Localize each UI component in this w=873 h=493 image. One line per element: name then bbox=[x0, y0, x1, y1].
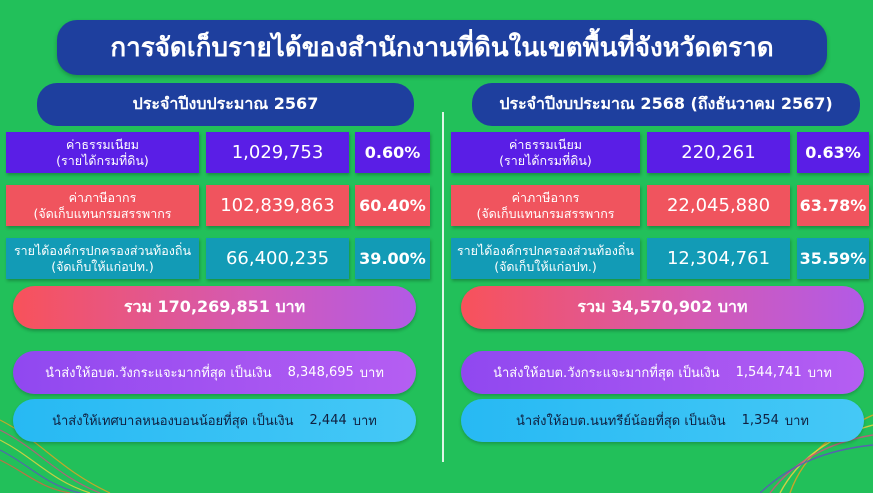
left-tax-label-line1: ค่าภาษีอากร bbox=[68, 189, 137, 205]
left-note-lowest: นำส่งให้เทศบาลหนองบอนน้อยที่สุด เป็นเงิน… bbox=[13, 399, 416, 442]
right-tax-label: ค่าภาษีอากร (จัดเก็บแทนกรมสรรพากร bbox=[451, 185, 640, 226]
right-fee-label: ค่าธรรมเนียม (รายได้กรมที่ดิน) bbox=[451, 132, 640, 173]
right-fee-percent: 0.63% bbox=[797, 132, 869, 173]
left-local-percent: 39.00% bbox=[355, 238, 430, 279]
right-note-lowest-amount: 1,354 bbox=[741, 413, 779, 428]
left-total: รวม 170,269,851 บาท bbox=[13, 286, 416, 329]
left-note-highest-unit: บาท bbox=[359, 366, 384, 381]
right-note-lowest-unit: บาท bbox=[784, 414, 809, 429]
right-note-highest-unit: บาท bbox=[807, 366, 832, 381]
right-local-label-line2: (จัดเก็บให้แก่อปท.) bbox=[494, 258, 597, 274]
left-tax-percent: 60.40% bbox=[355, 185, 430, 226]
left-year-header: ประจำปีงบประมาณ 2567 bbox=[37, 83, 414, 126]
left-fee-label-line2: (รายได้กรมที่ดิน) bbox=[56, 152, 149, 168]
right-note-highest-amount: 1,544,741 bbox=[735, 365, 802, 380]
left-note-lowest-unit: บาท bbox=[352, 414, 377, 429]
right-tax-label-line2: (จัดเก็บแทนกรมสรรพากร bbox=[476, 205, 615, 221]
left-fee-value: 1,029,753 bbox=[206, 132, 349, 173]
page-title: การจัดเก็บรายได้ของสำนักงานที่ดินในเขตพื… bbox=[57, 20, 827, 75]
left-fee-label-line1: ค่าธรรมเนียม bbox=[65, 136, 140, 152]
right-year-header: ประจำปีงบประมาณ 2568 (ถึงธันวาคม 2567) bbox=[472, 83, 860, 126]
right-local-label-line1: รายได้องค์กรปกครองส่วนท้องถิ่น bbox=[456, 242, 635, 258]
column-divider bbox=[442, 112, 444, 462]
left-tax-label-line2: (จัดเก็บแทนกรมสรรพากร bbox=[33, 205, 172, 221]
right-local-percent: 35.59% bbox=[797, 238, 869, 279]
left-fee-percent: 0.60% bbox=[355, 132, 430, 173]
left-note-highest-amount: 8,348,695 bbox=[287, 365, 354, 380]
right-total: รวม 34,570,902 บาท bbox=[461, 286, 864, 329]
right-fee-value: 220,261 bbox=[647, 132, 790, 173]
right-fee-label-line1: ค่าธรรมเนียม bbox=[508, 136, 583, 152]
right-note-highest: นำส่งให้อบต.วังกระแจะมากที่สุด เป็นเงิน … bbox=[461, 351, 864, 394]
left-local-label: รายได้องค์กรปกครองส่วนท้องถิ่น (จัดเก็บใ… bbox=[6, 238, 199, 279]
left-local-label-line1: รายได้องค์กรปกครองส่วนท้องถิ่น bbox=[13, 242, 192, 258]
right-note-highest-text: นำส่งให้อบต.วังกระแจะมากที่สุด เป็นเงิน bbox=[493, 366, 720, 381]
right-tax-label-line1: ค่าภาษีอากร bbox=[511, 189, 580, 205]
left-fee-label: ค่าธรรมเนียม (รายได้กรมที่ดิน) bbox=[6, 132, 199, 173]
right-tax-percent: 63.78% bbox=[797, 185, 869, 226]
right-note-lowest-text: นำส่งให้อบต.นนทรีย์น้อยที่สุด เป็นเงิน bbox=[516, 414, 726, 429]
left-note-lowest-text: นำส่งให้เทศบาลหนองบอนน้อยที่สุด เป็นเงิน bbox=[52, 414, 294, 429]
right-note-lowest: นำส่งให้อบต.นนทรีย์น้อยที่สุด เป็นเงิน 1… bbox=[461, 399, 864, 442]
left-note-lowest-amount: 2,444 bbox=[309, 413, 347, 428]
right-tax-value: 22,045,880 bbox=[647, 185, 790, 226]
right-local-value: 12,304,761 bbox=[647, 238, 790, 279]
right-fee-label-line2: (รายได้กรมที่ดิน) bbox=[499, 152, 592, 168]
left-note-highest: นำส่งให้อบต.วังกระแจะมากที่สุด เป็นเงิน … bbox=[13, 351, 416, 394]
left-tax-label: ค่าภาษีอากร (จัดเก็บแทนกรมสรรพากร bbox=[6, 185, 199, 226]
right-local-label: รายได้องค์กรปกครองส่วนท้องถิ่น (จัดเก็บใ… bbox=[451, 238, 640, 279]
left-tax-value: 102,839,863 bbox=[206, 185, 349, 226]
left-local-value: 66,400,235 bbox=[206, 238, 349, 279]
left-local-label-line2: (จัดเก็บให้แก่อปท.) bbox=[51, 258, 154, 274]
left-note-highest-text: นำส่งให้อบต.วังกระแจะมากที่สุด เป็นเงิน bbox=[45, 366, 272, 381]
